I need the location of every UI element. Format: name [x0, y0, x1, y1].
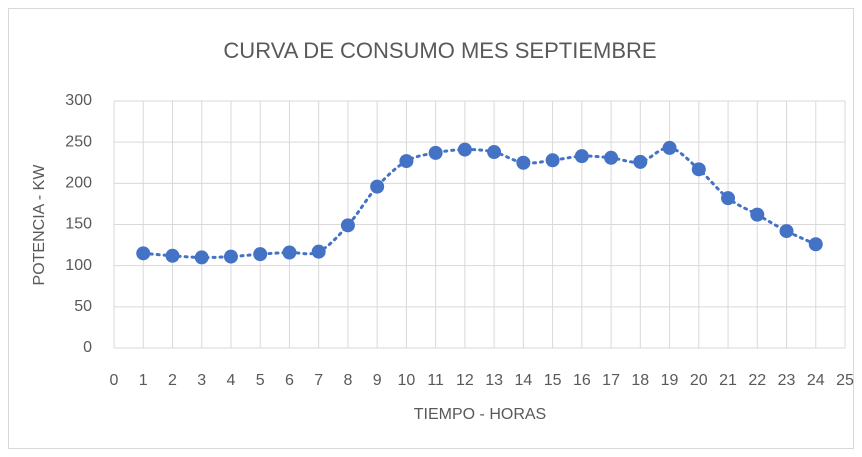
data-point [604, 150, 619, 165]
y-tick-label: 300 [65, 92, 92, 109]
x-tick-label: 24 [807, 372, 825, 389]
x-tick-label: 18 [631, 372, 649, 389]
data-point [223, 249, 238, 264]
data-point [282, 245, 297, 260]
x-tick-label: 17 [602, 372, 620, 389]
data-point [165, 248, 180, 263]
data-point [253, 247, 268, 262]
data-point [399, 154, 414, 169]
data-point [340, 218, 355, 233]
data-point [808, 237, 823, 252]
data-point [691, 162, 706, 177]
data-point [662, 140, 677, 155]
x-tick-label: 15 [544, 372, 562, 389]
data-point [779, 224, 794, 239]
x-tick-label: 7 [314, 372, 323, 389]
data-point [311, 244, 326, 259]
x-tick-label: 2 [168, 372, 177, 389]
x-tick-label: 9 [373, 372, 382, 389]
x-tick-label: 20 [690, 372, 708, 389]
data-point [194, 250, 209, 265]
x-tick-label: 5 [256, 372, 265, 389]
data-point [574, 149, 589, 164]
x-tick-label: 6 [285, 372, 294, 389]
data-point [136, 246, 151, 261]
y-tick-label: 0 [83, 339, 92, 356]
data-point [516, 155, 531, 170]
data-point [370, 179, 385, 194]
data-point [487, 145, 502, 160]
x-tick-label: 0 [110, 372, 119, 389]
x-tick-label: 3 [197, 372, 206, 389]
x-tick-label: 8 [343, 372, 352, 389]
y-tick-label: 250 [65, 133, 92, 150]
x-tick-label: 12 [456, 372, 474, 389]
x-tick-label: 10 [398, 372, 416, 389]
x-axis-title: TIEMPO - HORAS [414, 406, 546, 423]
x-tick-label: 14 [514, 372, 532, 389]
x-tick-label: 22 [748, 372, 766, 389]
x-tick-label: 4 [227, 372, 236, 389]
x-tick-label: 23 [778, 372, 796, 389]
chart-frame [8, 8, 854, 449]
x-tick-label: 1 [139, 372, 148, 389]
data-point [457, 142, 472, 157]
x-tick-label: 13 [485, 372, 503, 389]
data-point [428, 145, 443, 160]
data-point [633, 154, 648, 169]
x-tick-label: 16 [573, 372, 591, 389]
x-tick-label: 25 [836, 372, 854, 389]
chart-title: CURVA DE CONSUMO MES SEPTIEMBRE [223, 38, 656, 63]
y-axis-title: POTENCIA - KW [31, 164, 48, 286]
x-tick-label: 21 [719, 372, 737, 389]
data-point [545, 153, 560, 168]
data-point [750, 207, 765, 222]
x-tick-label: 11 [427, 372, 444, 389]
y-tick-label: 200 [65, 175, 92, 192]
y-tick-label: 150 [65, 216, 92, 233]
y-tick-label: 50 [74, 298, 92, 315]
y-tick-label: 100 [65, 257, 92, 274]
data-point [721, 191, 736, 206]
x-tick-label: 19 [661, 372, 679, 389]
